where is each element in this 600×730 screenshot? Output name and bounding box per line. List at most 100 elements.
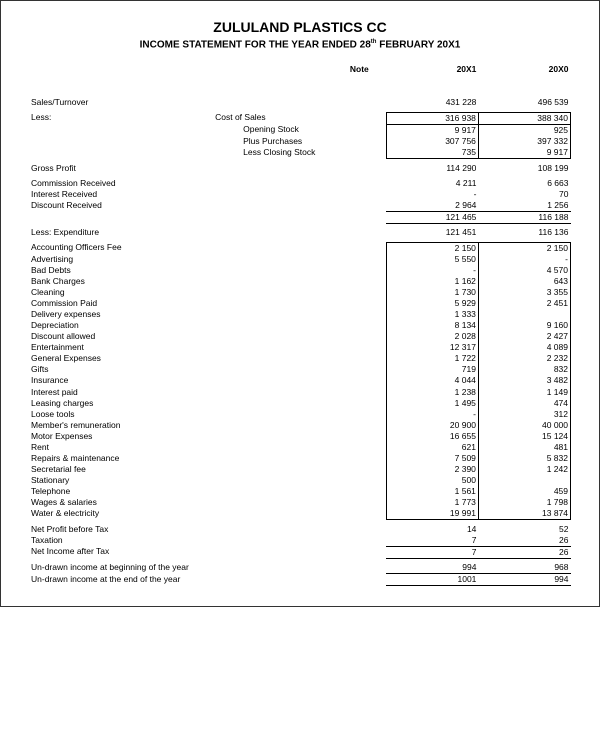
purch-y1: 307 756 [386, 136, 478, 147]
expenditure-label: Telephone [29, 486, 332, 497]
expenditure-y0 [478, 309, 570, 320]
open-y0: 925 [478, 124, 570, 136]
expenditure-y0: 5 832 [478, 453, 570, 464]
expenditure-y1: 16 655 [386, 431, 478, 442]
col-y0-header: 20X0 [478, 64, 570, 87]
expenditure-label: Interest paid [29, 387, 332, 398]
expenditure-label: Water & electricity [29, 508, 332, 520]
expenditure-row: Cleaning1 7303 355 [29, 287, 571, 298]
expenditure-label: Motor Expenses [29, 431, 332, 442]
expenditure-row: Telephone 1 561459 [29, 486, 571, 497]
expenditure-label: Commission Paid [29, 298, 332, 309]
expenditure-y0: 13 874 [478, 508, 570, 520]
tax-y0: 26 [478, 535, 570, 547]
expenditure-y1: 12 317 [386, 342, 478, 353]
expenditure-label: Entertainment [29, 342, 332, 353]
expenditure-label: Discount allowed [29, 331, 332, 342]
expenditure-y0: 459 [478, 486, 570, 497]
tax-y1: 7 [386, 535, 478, 547]
expenditure-y0 [478, 475, 570, 486]
expenditure-y1: - [386, 265, 478, 276]
expenditure-label: Loose tools [29, 409, 332, 420]
expenditure-y0: 1 798 [478, 497, 570, 508]
expenditure-y1: 5 550 [386, 254, 478, 265]
expenditure-row: Water & electricity 19 99113 874 [29, 508, 571, 520]
close-y0: 9 917 [478, 147, 570, 159]
row-opening-stock: Opening Stock 9 917 925 [29, 124, 571, 136]
expenditure-y0: 312 [478, 409, 570, 420]
expenditure-row: Wages & salaries1 7731 798 [29, 497, 571, 508]
row-purchases: Plus Purchases 307 756 397 332 [29, 136, 571, 147]
expenditure-label: Leasing charges [29, 398, 332, 409]
expenditure-row: Secretarial fee2 3901 242 [29, 464, 571, 475]
expenditure-label: Bank Charges [29, 276, 332, 287]
purch-y0: 397 332 [478, 136, 570, 147]
subtot-y0: 116 188 [478, 211, 570, 223]
expenditure-y0: 4 089 [478, 342, 570, 353]
row-niat: Net Income after Tax 7 26 [29, 546, 571, 558]
expenditure-y0: 4 570 [478, 265, 570, 276]
expenditure-label: Accounting Officers Fee [29, 242, 332, 254]
expenditure-label: Delivery expenses [29, 309, 332, 320]
statement-title: INCOME STATEMENT FOR THE YEAR ENDED 28th… [29, 39, 571, 50]
expenditure-y1: 5 929 [386, 298, 478, 309]
disc-y0: 1 256 [478, 200, 570, 212]
expenditure-row: Entertainment 12 3174 089 [29, 342, 571, 353]
comm-label: Commission Received [29, 178, 332, 189]
comm-y1: 4 211 [386, 178, 478, 189]
col-y1-header: 20X1 [386, 64, 478, 87]
row-subtotal-income: 121 465 116 188 [29, 211, 571, 223]
exp-header-label: Less: Expenditure [29, 227, 332, 238]
expenditure-row: Interest paid1 2381 149 [29, 387, 571, 398]
expenditure-y0: 2 451 [478, 298, 570, 309]
expenditure-y1: - [386, 409, 478, 420]
npbt-label: Net Profit before Tax [29, 524, 332, 535]
gp-y1: 114 290 [386, 163, 478, 174]
cos-label: Cost of Sales [213, 112, 332, 124]
expenditure-row: Delivery expenses1 333 [29, 309, 571, 320]
row-npbt: Net Profit before Tax 14 52 [29, 524, 571, 535]
expenditure-y1: 7 509 [386, 453, 478, 464]
expenditure-label: Depreciation [29, 320, 332, 331]
exp-header-y1: 121 451 [386, 227, 478, 238]
expenditure-y1: 1 561 [386, 486, 478, 497]
expenditure-row: Motor Expenses16 65515 124 [29, 431, 571, 442]
row-gross-profit: Gross Profit 114 290 108 199 [29, 163, 571, 174]
gp-label: Gross Profit [29, 163, 332, 174]
column-header-row: Note 20X1 20X0 [29, 64, 571, 87]
close-y1: 735 [386, 147, 478, 159]
ue-y0: 994 [478, 574, 570, 586]
expenditure-y0: 643 [478, 276, 570, 287]
expenditure-y1: 19 991 [386, 508, 478, 520]
expenditure-y1: 500 [386, 475, 478, 486]
row-closing-stock: Less Closing Stock 735 9 917 [29, 147, 571, 159]
row-sales: Sales/Turnover 431 228 496 539 [29, 97, 571, 108]
expenditure-row: General Expenses1 7222 232 [29, 353, 571, 364]
cos-y0: 388 340 [478, 112, 570, 124]
row-cost-of-sales: Less: Cost of Sales 316 938 388 340 [29, 112, 571, 124]
comm-y0: 6 663 [478, 178, 570, 189]
open-label: Opening Stock [213, 124, 332, 136]
expenditure-label: Bad Debts [29, 265, 332, 276]
expenditure-y1: 1 730 [386, 287, 478, 298]
tax-label: Taxation [29, 535, 332, 547]
income-statement-table: Note 20X1 20X0 Sales/Turnover 431 228 49… [29, 64, 571, 586]
expenditure-y1: 1 722 [386, 353, 478, 364]
sales-label: Sales/Turnover [29, 97, 332, 108]
expenditure-row: Member's remuneration20 90040 000 [29, 420, 571, 431]
niat-y0: 26 [478, 546, 570, 558]
expenditure-y1: 719 [386, 364, 478, 375]
expenditure-y0: 2 232 [478, 353, 570, 364]
expenditure-y0: 481 [478, 442, 570, 453]
int-label: Interest Received [29, 189, 332, 200]
sales-y0: 496 539 [478, 97, 570, 108]
expenditure-y0: - [478, 254, 570, 265]
ub-label: Un-drawn income at beginning of the year [29, 562, 332, 574]
expenditure-row: Repairs & maintenance7 5095 832 [29, 453, 571, 464]
subtot-y1: 121 465 [386, 211, 478, 223]
sales-y1: 431 228 [386, 97, 478, 108]
expenditure-y1: 1 238 [386, 387, 478, 398]
row-interest-received: Interest Received - 70 [29, 189, 571, 200]
expenditure-body: Accounting Officers Fee2 1502 150Adverti… [29, 242, 571, 519]
expenditure-label: Insurance [29, 375, 332, 386]
